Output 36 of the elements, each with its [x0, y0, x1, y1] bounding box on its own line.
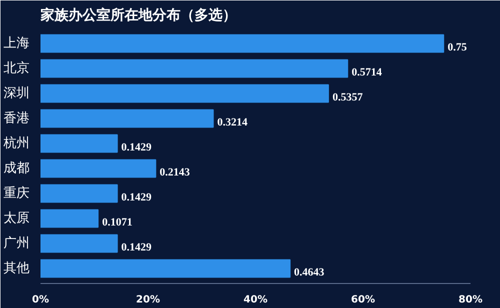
x-tick-label: 40% [244, 294, 268, 306]
bar [40, 134, 118, 153]
y-tick-label: 香港 [4, 111, 30, 126]
x-tick-label: 80% [458, 294, 482, 306]
bar [40, 234, 118, 253]
data-label: 0.75 [448, 42, 468, 54]
x-tick-label: 60% [351, 294, 375, 306]
data-label: 0.1429 [121, 142, 152, 154]
bar [40, 259, 291, 278]
data-label: 0.1429 [121, 242, 152, 254]
data-label: 0.4643 [294, 266, 325, 278]
y-tick-label: 北京 [4, 61, 30, 76]
data-label: 0.5714 [352, 66, 382, 78]
data-label: 0.1071 [102, 216, 132, 228]
data-label: 0.2143 [160, 166, 190, 178]
y-tick-label: 重庆 [4, 186, 30, 201]
y-tick-label: 杭州 [2, 136, 30, 151]
bar [40, 34, 444, 53]
y-tick-label: 其他 [4, 261, 30, 276]
bar [40, 59, 348, 78]
x-tick-label: 0% [32, 294, 49, 306]
chart-title: 家族办公室所在地分布（多选） [40, 6, 236, 24]
data-label: 0.5357 [332, 92, 364, 104]
data-label: 0.3214 [217, 116, 248, 128]
y-tick-label: 深圳 [4, 86, 30, 101]
bar [40, 159, 156, 178]
bar [40, 184, 118, 203]
y-tick-label: 上海 [4, 36, 30, 51]
y-tick-label: 太原 [4, 211, 30, 226]
data-label: 0.1429 [121, 192, 152, 204]
x-tick-label: 20% [136, 294, 160, 306]
bar [40, 109, 214, 128]
bar [40, 209, 99, 228]
bar [40, 84, 329, 103]
y-tick-label: 成都 [4, 161, 30, 176]
y-tick-label: 广州 [4, 236, 30, 251]
